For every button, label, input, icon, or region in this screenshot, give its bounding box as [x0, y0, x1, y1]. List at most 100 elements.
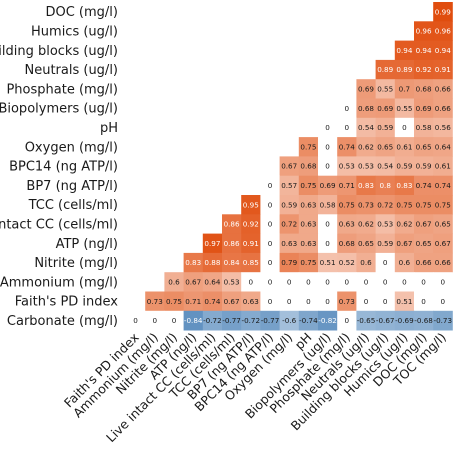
heatmap-cell	[433, 137, 453, 157]
heatmap-cell	[183, 310, 204, 331]
heatmap-cell	[318, 214, 338, 234]
heatmap-cell	[241, 291, 261, 312]
heatmap-cell	[298, 175, 319, 196]
cell-value-label: 0.51	[396, 297, 412, 306]
heatmap-cells: 0.990.96 0.960.94 0.94 0.940.89 0.89 0.92 0.91…	[126, 2, 453, 331]
cell-value-label: 0.72	[377, 200, 393, 209]
heatmap-cell	[318, 233, 338, 254]
heatmap-cell	[337, 156, 357, 177]
cell-value-label: 0	[345, 277, 350, 286]
heatmap-cell	[394, 272, 415, 292]
heatmap-cell	[145, 291, 165, 312]
cell-value-label: 0	[172, 316, 177, 325]
heatmap-cell	[164, 310, 184, 331]
cell-value-label: 0.75	[339, 200, 355, 209]
cell-value-label: 0.64	[435, 142, 451, 151]
heatmap-cell	[298, 310, 319, 331]
heatmap-cell	[375, 310, 396, 331]
cell-value-label: 0.73	[358, 200, 374, 209]
heatmap-cell	[222, 310, 242, 331]
cell-value-label: 0	[325, 162, 330, 171]
row-label: Biopolymers (ug/l)	[0, 102, 118, 117]
row-label: ATP (ng/l)	[56, 237, 118, 252]
heatmap-cell	[260, 291, 280, 312]
heatmap-cell	[414, 137, 434, 157]
heatmap-cell	[337, 272, 357, 292]
cell-value-label: 0.71	[339, 181, 355, 190]
cell-value-label: 0.95	[243, 200, 259, 209]
heatmap-cell	[337, 291, 357, 312]
row-label: Live intact CC (cells/ml)	[0, 217, 118, 232]
heatmap-cell	[202, 252, 223, 273]
cell-value-label: 0	[325, 123, 330, 132]
heatmap-cell	[337, 117, 357, 138]
heatmap-cell	[337, 252, 357, 273]
heatmap-cell	[433, 195, 453, 215]
heatmap-cell	[260, 233, 280, 254]
heatmap-cell	[337, 175, 357, 196]
heatmap-cell	[318, 310, 338, 331]
heatmap-cell	[394, 291, 415, 312]
cell-value-label: 0.75	[300, 142, 316, 151]
row-label: Carbonate (mg/l)	[7, 314, 118, 329]
cell-value-label: 0	[268, 220, 273, 229]
cell-value-label: 0.67	[396, 239, 412, 248]
cell-value-label: 0.58	[320, 200, 336, 209]
cell-value-label: -0.68	[414, 316, 433, 325]
heatmap-cell	[356, 310, 376, 331]
cell-value-label: 0.53	[358, 162, 374, 171]
row-label: pH	[100, 121, 118, 136]
heatmap-cell	[394, 214, 415, 234]
heatmap-cell	[375, 156, 396, 177]
cell-value-label: 0.52	[339, 258, 355, 267]
cell-value-label: 0.97	[204, 239, 220, 248]
cell-value-label: -0.77	[222, 316, 241, 325]
cell-value-label: 0	[383, 297, 388, 306]
cell-value-label: 0.71	[185, 297, 201, 306]
cell-value-label: 0	[383, 258, 388, 267]
row-label: Faith's PD index	[15, 295, 119, 310]
row-label: Oxygen (mg/l)	[25, 140, 118, 155]
heatmap-cell	[394, 233, 415, 254]
heatmap-cell	[414, 156, 434, 177]
cell-value-label: 0.67	[416, 220, 432, 229]
heatmap-cell	[375, 175, 396, 196]
heatmap-cell	[260, 272, 280, 292]
heatmap-cell	[279, 252, 300, 273]
cell-value-label: 0	[268, 181, 273, 190]
heatmap-cell	[433, 310, 453, 331]
row-label: Humics (ug/l)	[31, 24, 118, 39]
cell-value-label: 0	[421, 277, 426, 286]
cell-value-label: 0.79	[281, 258, 297, 267]
heatmap-cell	[394, 40, 415, 61]
cell-value-label: 0.92	[416, 65, 432, 74]
heatmap-cell	[202, 233, 223, 254]
cell-value-label: 0	[268, 258, 273, 267]
cell-value-label: 0.58	[416, 123, 432, 132]
cell-value-label: 0.74	[416, 181, 432, 190]
cell-value-label: 0.88	[204, 258, 220, 267]
cell-value-label: 0.57	[281, 181, 297, 190]
cell-value-label: 0.86	[224, 220, 240, 229]
cell-value-label: 0	[325, 220, 330, 229]
cell-value-label: 0.67	[435, 239, 451, 248]
row-label: Ammonium (mg/l)	[0, 275, 118, 290]
cell-value-label: 0.83	[396, 181, 412, 190]
cell-value-label: 0.53	[377, 220, 393, 229]
heatmap-cell	[279, 272, 300, 292]
heatmap-cell	[279, 175, 300, 196]
heatmap-cell	[433, 272, 453, 292]
cell-value-label: 0.75	[416, 200, 432, 209]
heatmap-cell	[337, 137, 357, 157]
cell-value-label: 0.65	[416, 239, 432, 248]
cell-value-label: 0	[345, 104, 350, 113]
heatmap-cell	[394, 252, 415, 273]
cell-value-label: 0.53	[224, 277, 240, 286]
cell-value-label: 0.99	[435, 7, 451, 16]
heatmap-cell	[126, 310, 146, 331]
cell-value-label: 0.96	[416, 27, 432, 36]
cell-value-label: 0	[287, 277, 292, 286]
cell-value-label: 0.69	[358, 84, 374, 93]
cell-value-label: 0.66	[416, 258, 432, 267]
